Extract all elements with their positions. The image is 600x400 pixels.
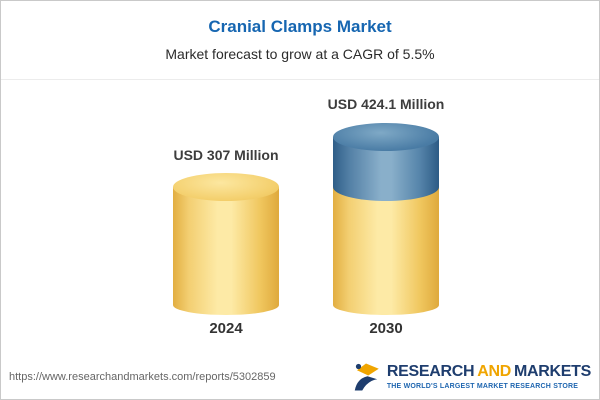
cylinder-bottom-ellipse [333, 295, 439, 315]
logo-word-research: RESEARCH [386, 363, 475, 380]
logo-tagline: THE WORLD'S LARGEST MARKET RESEARCH STOR… [386, 383, 579, 390]
axis-label-2030: 2030 [369, 320, 403, 337]
footer: https://www.researchandmarkets.com/repor… [1, 355, 599, 399]
cylinder-yellow-segment [333, 187, 439, 305]
logo-text: RESEARCH AND MARKETS THE WORLD'S LARGEST M… [386, 364, 591, 391]
cylinder-bar-2024 [173, 173, 279, 315]
cylinder-top-ellipse [173, 173, 279, 201]
header: Cranial Clamps Market Market forecast to… [1, 1, 599, 62]
value-label-2024: USD 307 Million [173, 147, 279, 163]
cylinder-segment-boundary [333, 173, 439, 201]
research-and-markets-logo[interactable]: RESEARCH AND MARKETS THE WORLD'S LARGEST M… [351, 362, 591, 392]
logo-word-and: AND [477, 363, 511, 380]
research-and-markets-logo-icon [354, 363, 379, 391]
cylinder-top-ellipse [333, 123, 439, 151]
header-divider [1, 79, 599, 80]
report-url-link[interactable]: https://www.researchandmarkets.com/repor… [9, 371, 276, 383]
logo-wordmark: RESEARCH AND MARKETS [387, 364, 591, 380]
cylinder-bottom-ellipse [173, 295, 279, 315]
cylinder-bar-2030 [333, 123, 439, 315]
value-label-2030: USD 424.1 Million [327, 96, 445, 112]
axis-label-2024: 2024 [209, 320, 243, 337]
chart-subtitle: Market forecast to grow at a CAGR of 5.5… [165, 46, 435, 62]
cylinder-body [173, 187, 279, 305]
chart-title: Cranial Clamps Market [208, 17, 392, 36]
logo-word-markets: MARKETS [513, 363, 591, 380]
